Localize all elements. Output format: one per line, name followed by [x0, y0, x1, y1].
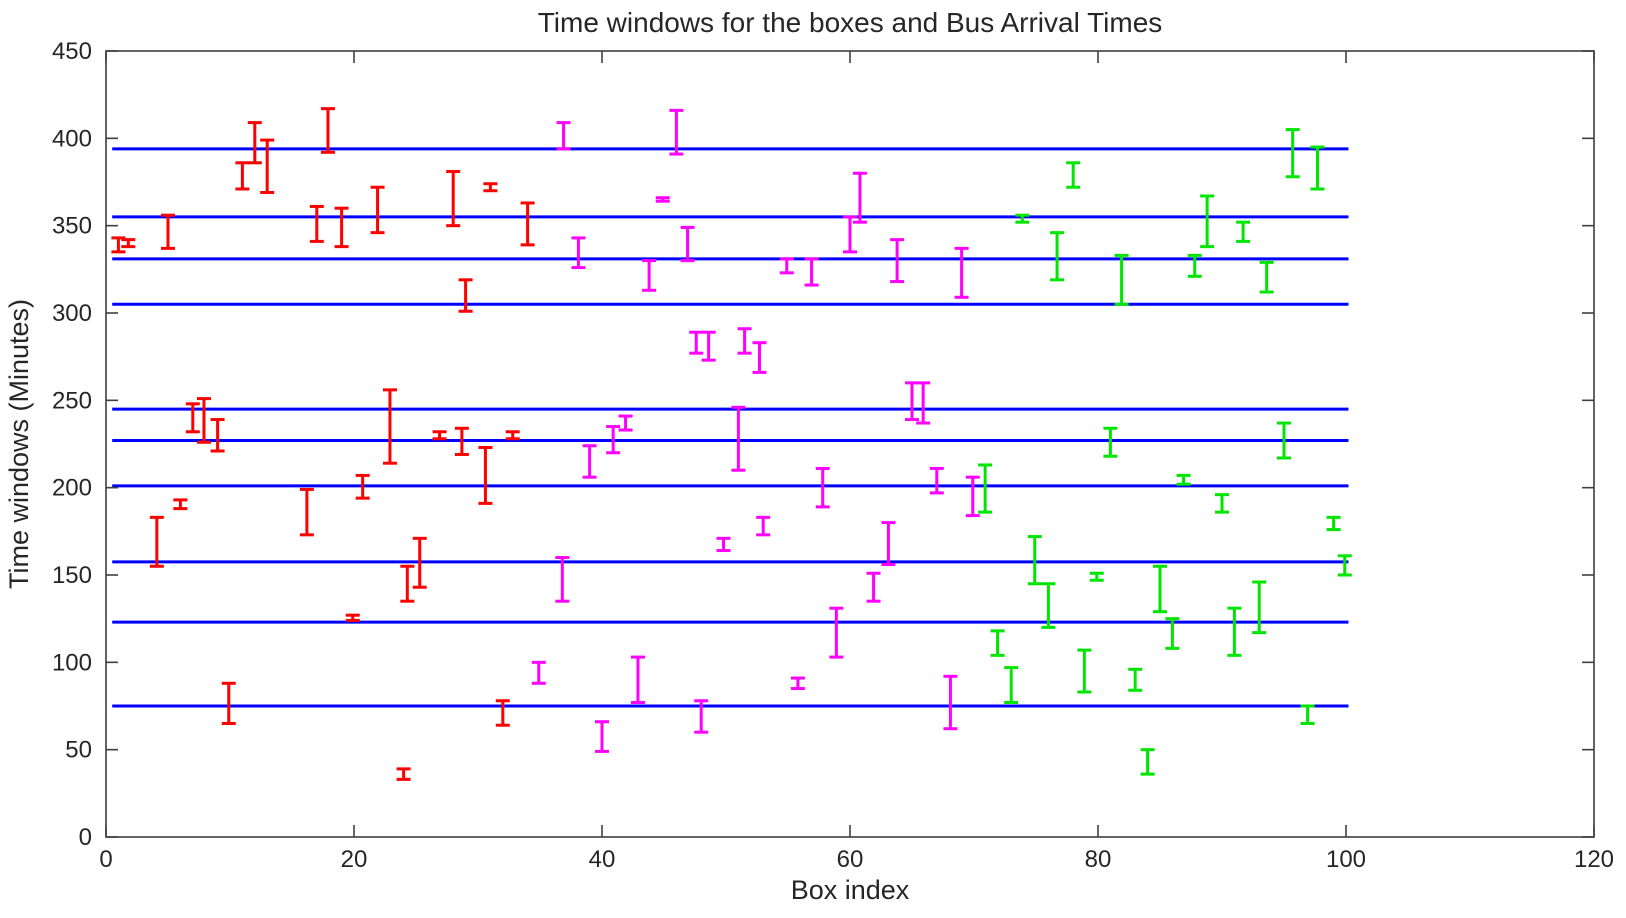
x-tick-label: 20 [341, 846, 368, 873]
y-tick-label: 50 [65, 737, 92, 764]
time-windows-red [111, 107, 535, 781]
y-tick-label: 450 [52, 38, 92, 65]
time-windows-green [978, 128, 1352, 776]
y-tick-label: 400 [52, 125, 92, 152]
plot-border [105, 50, 1595, 838]
chart-title: Time windows for the boxes and Bus Arriv… [538, 7, 1163, 38]
axis-ticks [105, 50, 1595, 838]
x-tick-label: 40 [589, 846, 616, 873]
y-tick-label: 200 [52, 475, 92, 502]
time-window-bars [111, 107, 1352, 781]
x-tick-label: 80 [1085, 846, 1112, 873]
y-tick-label: 250 [52, 387, 92, 414]
bus-arrival-lines [112, 147, 1349, 708]
time-windows-magenta [531, 108, 980, 753]
x-tick-label: 60 [837, 846, 864, 873]
y-axis-label: Time windows (Minutes) [4, 299, 34, 589]
tick-labels: 0 20 40 60 80 100 120 0 50 100 150 200 250 300 350 400 4… [52, 38, 1614, 873]
x-tick-label: 0 [99, 846, 112, 873]
x-axis-label: Box index [791, 875, 910, 905]
x-tick-label: 100 [1326, 846, 1366, 873]
plot-box [105, 50, 1595, 838]
x-tick-label: 120 [1574, 846, 1614, 873]
y-tick-label: 300 [52, 300, 92, 327]
y-tick-label: 0 [79, 824, 92, 851]
y-tick-label: 350 [52, 213, 92, 240]
y-tick-label: 100 [52, 649, 92, 676]
y-tick-label: 150 [52, 562, 92, 589]
